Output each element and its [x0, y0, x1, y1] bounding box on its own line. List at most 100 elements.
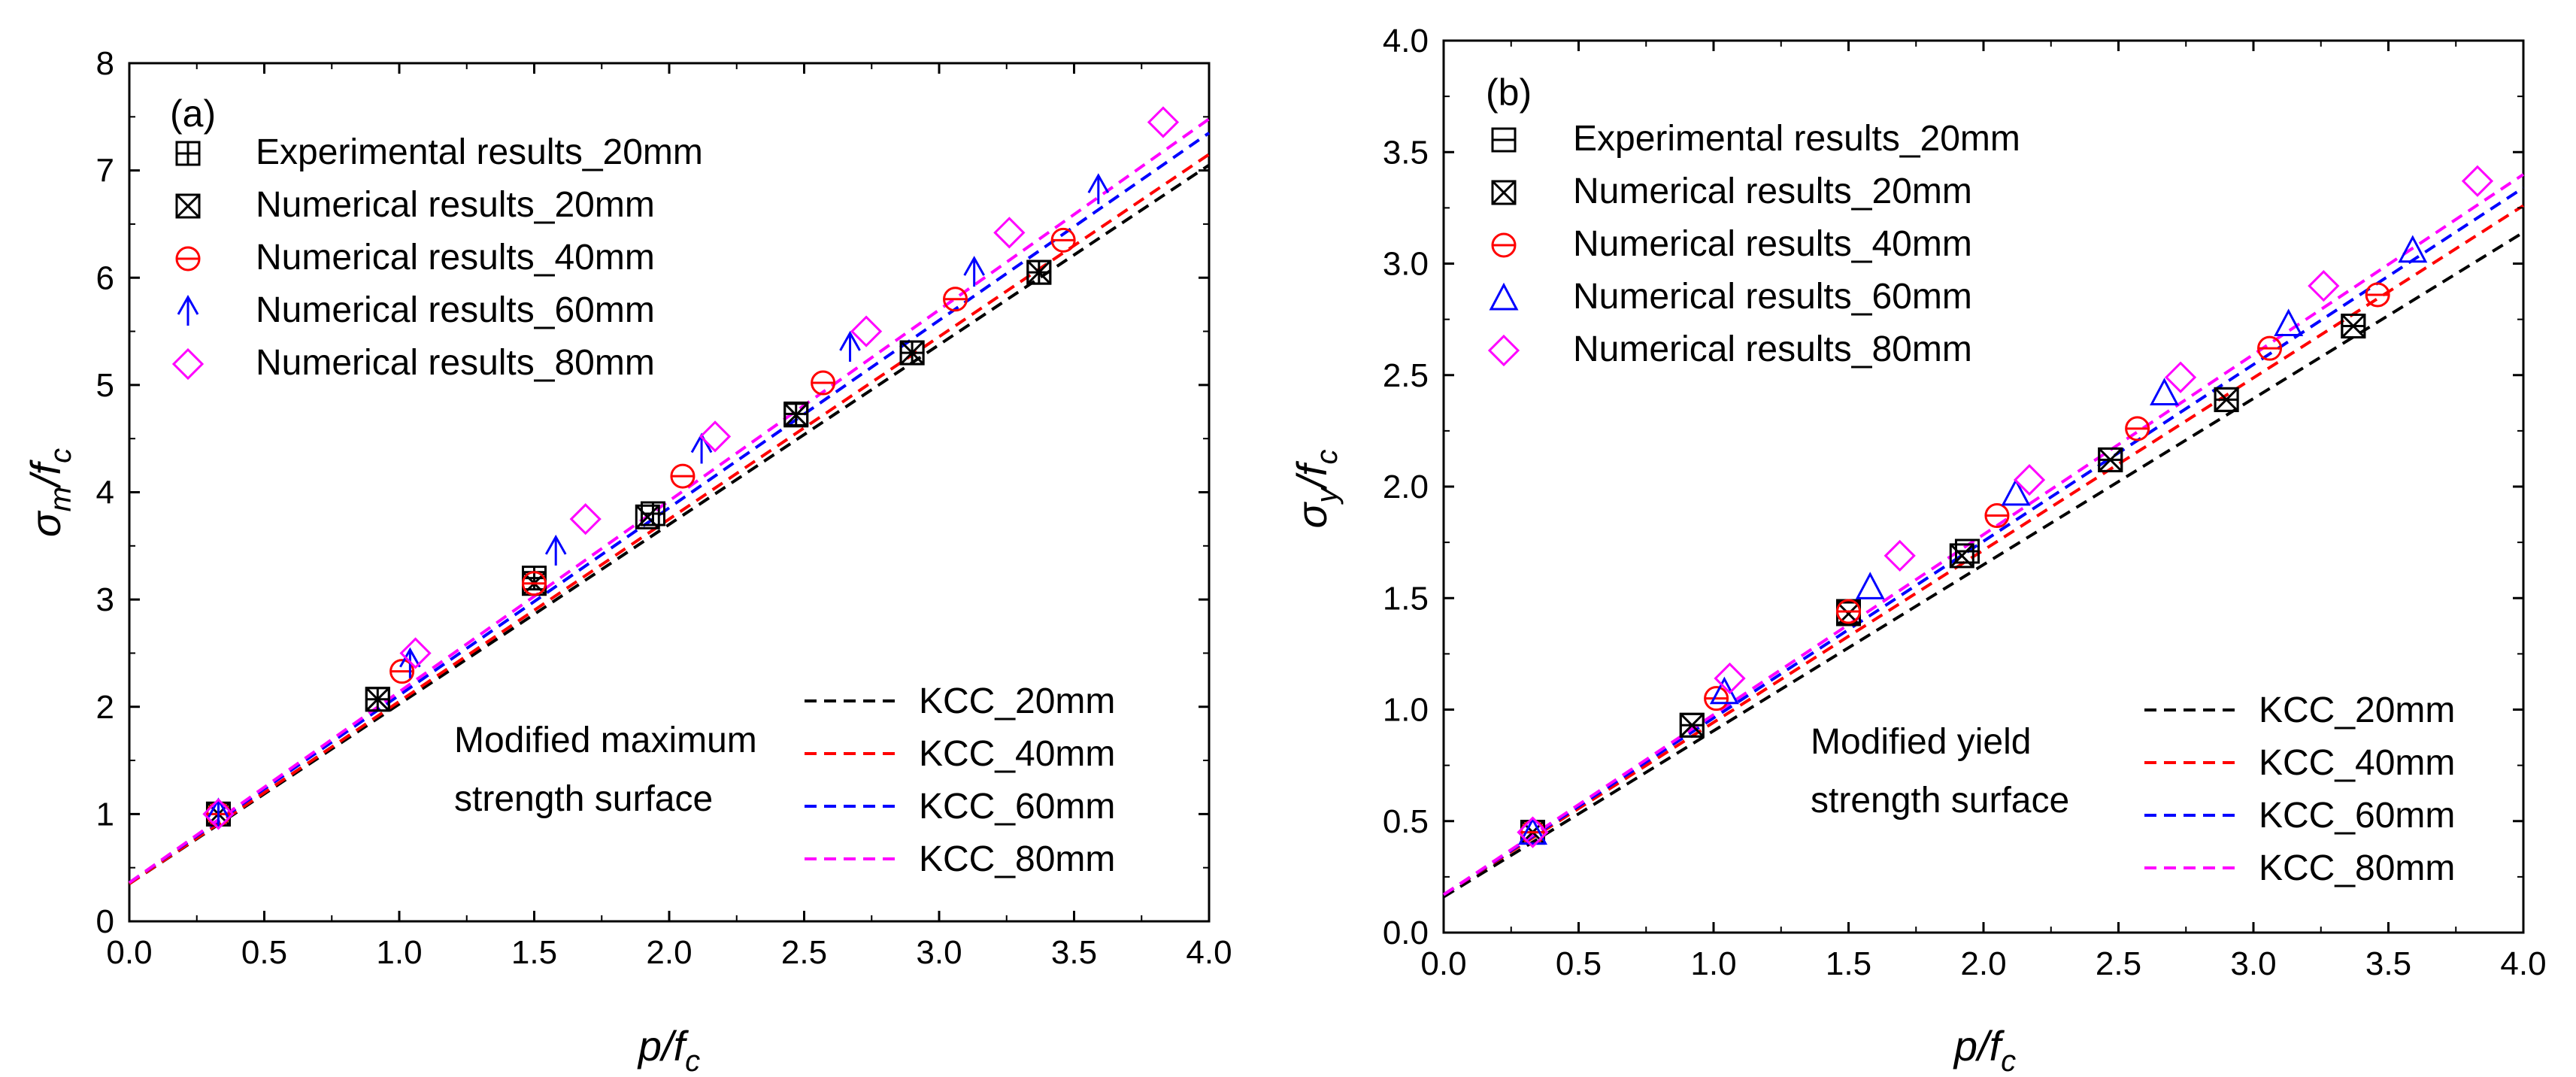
data-point	[850, 315, 883, 347]
legend-marker-4	[1487, 334, 1520, 367]
fit-lines	[1442, 173, 2525, 899]
x-tick-label: 3.0	[2230, 945, 2276, 982]
data-point	[1026, 259, 1052, 285]
data-point	[1884, 539, 1916, 572]
x-tick-label: 2.0	[1960, 945, 2006, 982]
y-tick-label: 4	[96, 475, 114, 511]
x-tick-label: 3.5	[2365, 945, 2411, 982]
legend-marker-4	[171, 347, 205, 381]
series-3	[208, 173, 1110, 829]
panel-label: (b)	[1486, 71, 1532, 114]
data-point	[811, 370, 836, 396]
y-axis-label-sigma: σ	[22, 510, 69, 537]
data-point	[1517, 817, 1547, 845]
data-point	[569, 503, 602, 535]
axis-ticks: 0.0 0.5 1.0 1.5 2.0 2.5 3.0 3.5 4.0 0.0 0.5 1.0 1.5 2…	[1383, 23, 2547, 982]
series-4	[1517, 165, 2494, 848]
x-axis-label-main: p/f	[637, 1022, 689, 1069]
y-tick-label: 3.5	[1383, 134, 1429, 171]
fit-line-kcc_20mm	[1442, 231, 2525, 899]
y-tick-label: 3	[96, 581, 114, 618]
x-tick-label: 0.5	[241, 934, 287, 971]
y-tick-label: 3.0	[1383, 246, 1429, 283]
x-tick-label: 0.0	[106, 934, 152, 971]
series-2	[1520, 282, 2390, 845]
panel-label: (a)	[170, 93, 216, 135]
x-tick-label: 3.0	[916, 934, 962, 971]
data-point	[2001, 478, 2031, 506]
data-point	[2274, 308, 2304, 337]
data-point	[1855, 572, 1885, 599]
legend: KCC_20mm KCC_40mm KCC_60mm KCC_80mm Experime…	[171, 132, 1115, 879]
fit-line-kcc_40mm	[1442, 204, 2525, 896]
y-tick-label: 7	[96, 153, 114, 190]
x-axis-label-main: p/f	[1953, 1022, 2005, 1069]
legend-label-1: Numerical results_20mm	[1573, 171, 1972, 211]
data-point	[963, 256, 985, 287]
x-axis-label-sub: c	[2001, 1045, 2016, 1077]
legend-label-1: Numerical results_20mm	[256, 185, 655, 225]
data-point	[522, 571, 547, 596]
data-point	[365, 687, 390, 712]
data-point	[943, 287, 968, 312]
y-axis-label-main: /f	[1288, 460, 1335, 491]
y-tick-label: 0	[96, 903, 114, 940]
data-markers	[202, 106, 1180, 830]
data-point	[1714, 662, 1746, 695]
y-axis-label: σm/fc	[22, 448, 77, 537]
data-point	[202, 798, 235, 830]
fit-line-kcc_40mm	[128, 153, 1211, 885]
x-tick-label: 0.5	[1556, 945, 1602, 982]
fit-line-kcc_80mm	[128, 117, 1211, 884]
x-tick-label: 4.0	[1186, 934, 1232, 971]
fit-line-kcc_60mm	[128, 132, 1211, 884]
data-point	[544, 534, 567, 566]
fit-lines	[128, 117, 1211, 885]
annotation-line-2: strength surface	[454, 779, 713, 819]
y-axis-label-sub1: y	[1311, 486, 1344, 505]
data-point	[1984, 503, 2010, 529]
y-tick-label: 0.0	[1383, 915, 1429, 951]
x-tick-label: 2.0	[646, 934, 692, 971]
y-tick-label: 4.0	[1383, 23, 1429, 59]
data-point	[699, 420, 732, 453]
legend-marker-0	[1491, 127, 1517, 153]
x-tick-label: 2.5	[781, 934, 827, 971]
data-point	[399, 647, 421, 678]
y-tick-label: 5	[96, 367, 114, 404]
fit-line-kcc_80mm	[1442, 173, 2525, 896]
annotation-line-1: Modified maximum	[454, 721, 757, 760]
y-tick-label: 1	[96, 796, 114, 833]
data-point	[635, 504, 660, 529]
legend-label-2: Numerical results_40mm	[256, 238, 655, 278]
axis-ticks: 0.0 0.5 1.0 1.5 2.0 2.5 3.0 3.5 4.0 0 1 2 3 4 5 6 7 8	[96, 45, 1232, 971]
data-point	[399, 637, 432, 669]
data-point	[1087, 173, 1110, 205]
legend-label-kcc_60mm: KCC_60mm	[2259, 796, 2455, 836]
x-axis-label: p/fc	[637, 1022, 700, 1077]
x-axis-label: p/fc	[1953, 1022, 2016, 1077]
y-tick-label: 2.5	[1383, 357, 1429, 394]
legend-label-3: Numerical results_60mm	[1573, 277, 1972, 317]
legend-label-kcc_20mm: KCC_20mm	[2259, 690, 2455, 730]
x-tick-label: 0.0	[1420, 945, 1466, 982]
legend-marker-3	[1489, 282, 1519, 311]
data-point	[1704, 686, 1729, 711]
series-4	[202, 106, 1180, 830]
annotation-line-1: Modified yield	[1811, 722, 2031, 762]
y-axis-label-sigma: σ	[1288, 501, 1335, 528]
y-tick-label: 1.0	[1383, 692, 1429, 729]
legend-label-kcc_40mm: KCC_40mm	[919, 734, 1115, 774]
data-point	[1836, 601, 1861, 626]
data-point	[1147, 106, 1180, 138]
legend-label-2: Numerical results_40mm	[1573, 224, 1972, 264]
data-markers	[1517, 165, 2494, 848]
y-tick-label: 6	[96, 259, 114, 296]
legend-label-kcc_40mm: KCC_40mm	[2259, 743, 2455, 783]
data-point	[2365, 282, 2390, 308]
legend-label-kcc_60mm: KCC_60mm	[919, 787, 1115, 827]
y-tick-label: 1.5	[1383, 580, 1429, 617]
data-point	[993, 217, 1026, 249]
data-point	[1679, 712, 1705, 738]
data-point	[2150, 378, 2180, 405]
